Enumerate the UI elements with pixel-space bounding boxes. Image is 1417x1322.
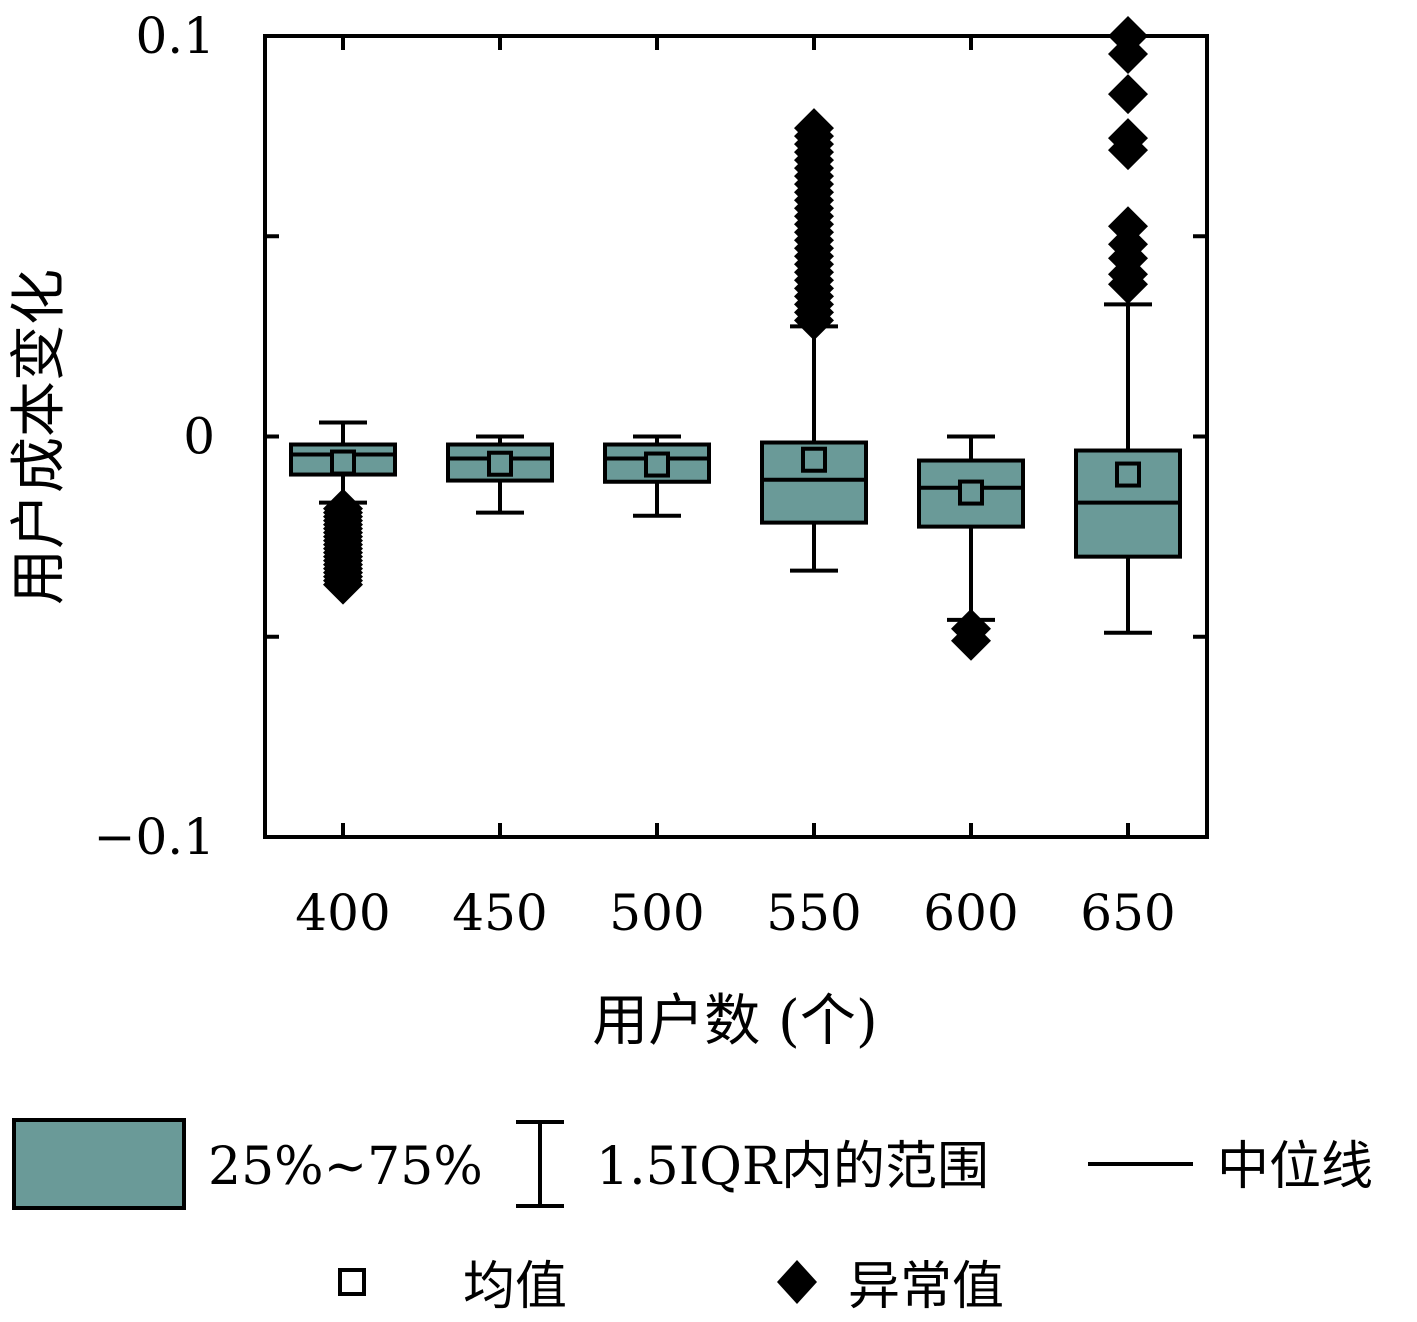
y-tick-label: 0.1: [135, 7, 215, 65]
box-400: [289, 420, 397, 605]
legend-outlier-label: 异常值: [848, 1257, 1004, 1317]
mean-marker: [644, 451, 670, 478]
mean-marker: [958, 479, 984, 506]
legend-whisker-swatch: [516, 1120, 564, 1208]
x-tick-label: 500: [609, 884, 704, 942]
legend-outlier-swatch: [777, 1260, 817, 1304]
mean-marker: [487, 450, 513, 477]
x-tick-label: 450: [452, 884, 547, 942]
iqr-box: [760, 440, 868, 525]
legend-whisker-label: 1.5IQR内的范围: [596, 1137, 989, 1197]
outlier-marker: [1108, 118, 1148, 159]
x-tick-label: 550: [766, 884, 861, 942]
mean-marker: [1115, 461, 1141, 488]
outlier-marker: [951, 620, 991, 661]
box-600: [917, 434, 1025, 661]
legend-median-label: 中位线: [1217, 1137, 1373, 1197]
x-tick-label: 600: [923, 884, 1018, 942]
mean-marker: [330, 449, 356, 476]
box-550: [760, 108, 868, 573]
legend: 25%~75% 1.5IQR内的范围 中位线 均值 异常值: [12, 1118, 1373, 1317]
y-tick-label: 0: [183, 408, 215, 466]
y-tick-label: −0.1: [94, 808, 215, 866]
plot-frame: [263, 34, 1209, 839]
mean-marker: [801, 446, 827, 473]
y-axis-title: 用户成本变化: [7, 269, 72, 605]
outlier-marker: [1108, 74, 1148, 115]
legend-mean-swatch: [338, 1268, 366, 1296]
x-tick-label: 400: [295, 884, 390, 942]
outlier-marker: [794, 108, 834, 149]
outlier-marker: [323, 564, 363, 605]
legend-box-swatch: [12, 1118, 186, 1210]
box-500: [603, 434, 711, 518]
x-axis-title: 用户数 (个): [592, 989, 878, 1054]
axes: 0.1 0 −0.1 400 450 500 550 600 650: [94, 7, 1209, 942]
box-450: [446, 434, 554, 515]
legend-box-label: 25%~75%: [208, 1137, 483, 1197]
plot-area: [289, 16, 1182, 661]
outlier-marker: [1108, 206, 1148, 247]
box-650: [1074, 16, 1182, 635]
x-tick-label: 650: [1080, 884, 1175, 942]
legend-mean-label: 均值: [463, 1257, 567, 1317]
